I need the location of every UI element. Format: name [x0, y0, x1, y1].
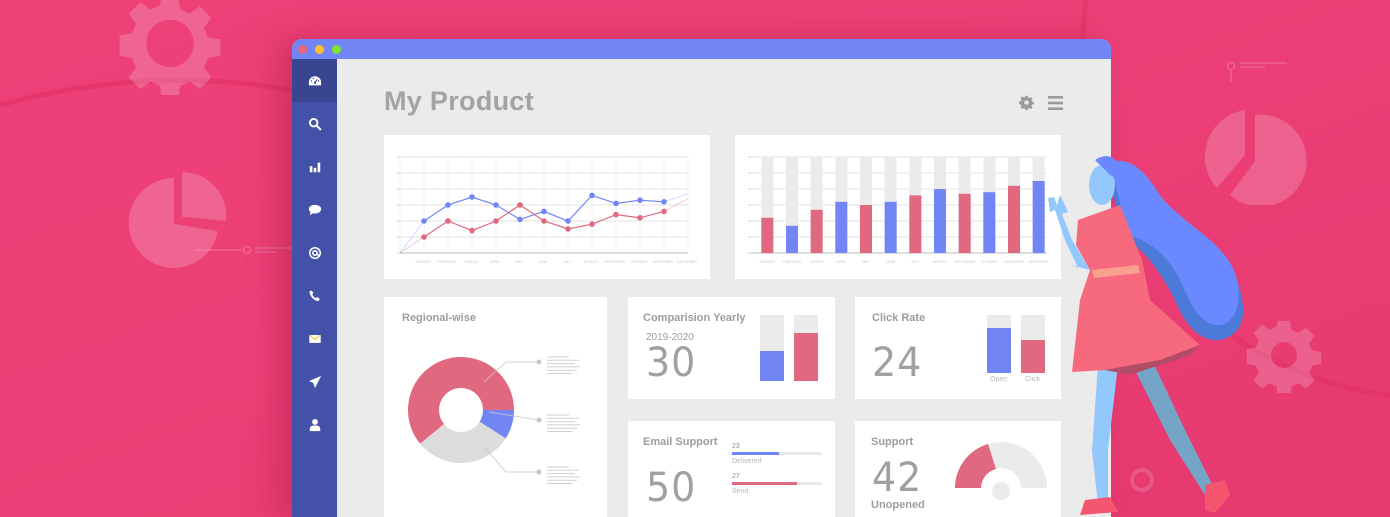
chat-icon	[308, 204, 321, 215]
connector-decoration	[195, 245, 295, 255]
sidebar-item-calls[interactable]	[292, 274, 337, 317]
svg-text:NOVEMBER: NOVEMBER	[1004, 260, 1025, 264]
support-value: 42	[872, 455, 923, 501]
bar-chart-card: JANUARY FEBRUARY MARCH APRIL MAY JUNE JULY AUGU…	[735, 135, 1061, 279]
delivered-bar	[732, 452, 822, 455]
click-rate-label-open: Open	[990, 376, 1008, 383]
svg-text:JANUARY: JANUARY	[759, 260, 776, 264]
gear-icon	[1019, 95, 1034, 110]
main-content: My Product JANUARY FEBRUARY MARCH APRIL MAY J…	[337, 59, 1111, 517]
app-window: My Product JANUARY FEBRUARY MARCH APRIL MAY J…	[292, 39, 1111, 517]
support-card: Support 42 Unopened	[855, 421, 1061, 517]
pie-decoration-icon	[1205, 110, 1307, 205]
send-count: 27	[732, 473, 740, 480]
line-chart: JANUARY FEBRUARY MARCH APRIL MAY JUNE JULY AUGU…	[397, 156, 697, 264]
svg-text:JUNE: JUNE	[886, 260, 896, 264]
regional-donut-chart	[408, 356, 580, 484]
svg-text:MARCH: MARCH	[465, 260, 478, 264]
email-support-card: Email Support 50 23 Delivered 27 Send	[628, 421, 835, 517]
svg-text:APRIL: APRIL	[490, 260, 500, 264]
maximize-window-button[interactable]	[332, 44, 341, 54]
gear-decoration-icon	[119, 0, 221, 95]
svg-text:OCTOBER: OCTOBER	[630, 260, 648, 264]
email-support-title: Email Support	[643, 436, 718, 448]
close-window-button[interactable]	[298, 44, 307, 54]
regional-card: Regional-wise	[384, 297, 607, 517]
click-rate-value: 24	[872, 340, 923, 386]
svg-text:JULY: JULY	[563, 260, 572, 264]
delivered-count: 23	[732, 443, 740, 450]
comparison-value: 30	[646, 340, 697, 386]
svg-text:AUGUST: AUGUST	[933, 260, 948, 264]
gear-decoration-icon	[1246, 320, 1322, 393]
pie-decoration-icon	[128, 172, 227, 268]
sidebar-item-profile[interactable]	[292, 403, 337, 446]
sidebar-item-mail[interactable]	[292, 317, 337, 360]
sidebar-item-analytics[interactable]	[292, 145, 337, 188]
svg-text:APRIL: APRIL	[836, 260, 846, 264]
svg-text:NOVEMBER: NOVEMBER	[653, 260, 674, 264]
bar-chart-icon	[309, 162, 320, 172]
header-actions	[1019, 95, 1063, 110]
sidebar	[292, 59, 337, 517]
click-rate-bar-open	[987, 315, 1011, 373]
ring-decoration	[1130, 468, 1154, 492]
support-subtitle: Unopened	[871, 499, 925, 511]
svg-text:AUGUST: AUGUST	[584, 260, 599, 264]
svg-text:OCTOBER: OCTOBER	[981, 260, 999, 264]
regional-title: Regional-wise	[402, 312, 476, 324]
svg-text:DECEMBER: DECEMBER	[1029, 260, 1049, 264]
phone-icon	[308, 289, 320, 301]
comparison-card: Comparision Yearly 2019-2020 30	[628, 297, 835, 399]
send-icon	[308, 375, 321, 388]
delivered-label: Delivered	[732, 458, 762, 465]
dashboard-icon	[308, 75, 321, 85]
support-title: Support	[871, 436, 914, 448]
comparison-bar-2020	[794, 315, 818, 381]
sidebar-item-send[interactable]	[292, 360, 337, 403]
title-bar	[292, 39, 1111, 59]
svg-text:MARCH: MARCH	[810, 260, 823, 264]
sidebar-item-search[interactable]	[292, 102, 337, 145]
click-rate-bar-click	[1021, 315, 1045, 373]
menu-icon	[1048, 95, 1063, 110]
sidebar-item-dashboard[interactable]	[292, 59, 337, 102]
sidebar-item-messages[interactable]	[292, 188, 337, 231]
bar-chart: JANUARY FEBRUARY MARCH APRIL MAY JUNE JULY AUGU…	[748, 156, 1049, 264]
svg-text:DECEMBER: DECEMBER	[677, 260, 697, 264]
click-rate-card: Click Rate 24 Open Click	[855, 297, 1061, 399]
svg-text:JUNE: JUNE	[538, 260, 548, 264]
svg-text:SEPTEMBER: SEPTEMBER	[604, 260, 626, 264]
comparison-bar-2019	[760, 315, 784, 381]
mail-icon	[308, 334, 321, 343]
woman-illustration	[1048, 156, 1244, 515]
comparison-period: 2019-2020	[646, 332, 694, 343]
svg-text:SEPTEMBER: SEPTEMBER	[954, 260, 976, 264]
svg-text:FEBRUARY: FEBRUARY	[783, 260, 803, 264]
menu-button[interactable]	[1048, 95, 1063, 110]
minimize-window-button[interactable]	[315, 44, 324, 54]
settings-button[interactable]	[1019, 95, 1034, 110]
svg-text:MAY: MAY	[862, 260, 870, 264]
at-sign-icon	[308, 246, 321, 259]
connector-decoration	[1226, 61, 1287, 82]
page-title: My Product	[384, 86, 535, 116]
user-icon	[309, 418, 320, 431]
click-rate-title: Click Rate	[872, 312, 926, 324]
email-support-value: 50	[646, 465, 697, 511]
search-icon	[308, 117, 321, 130]
send-label: Send	[732, 488, 749, 495]
comparison-title: Comparision Yearly	[643, 312, 746, 324]
svg-text:JULY: JULY	[911, 260, 920, 264]
click-rate-label-click: Click	[1025, 376, 1041, 383]
sidebar-item-mentions[interactable]	[292, 231, 337, 274]
svg-text:MAY: MAY	[515, 260, 523, 264]
line-chart-card: JANUARY FEBRUARY MARCH APRIL MAY JUNE JULY AUGU…	[384, 135, 710, 279]
send-bar	[732, 482, 822, 485]
svg-text:FEBRUARY: FEBRUARY	[438, 260, 458, 264]
support-gauge	[955, 442, 1047, 500]
svg-text:JANUARY: JANUARY	[415, 260, 432, 264]
